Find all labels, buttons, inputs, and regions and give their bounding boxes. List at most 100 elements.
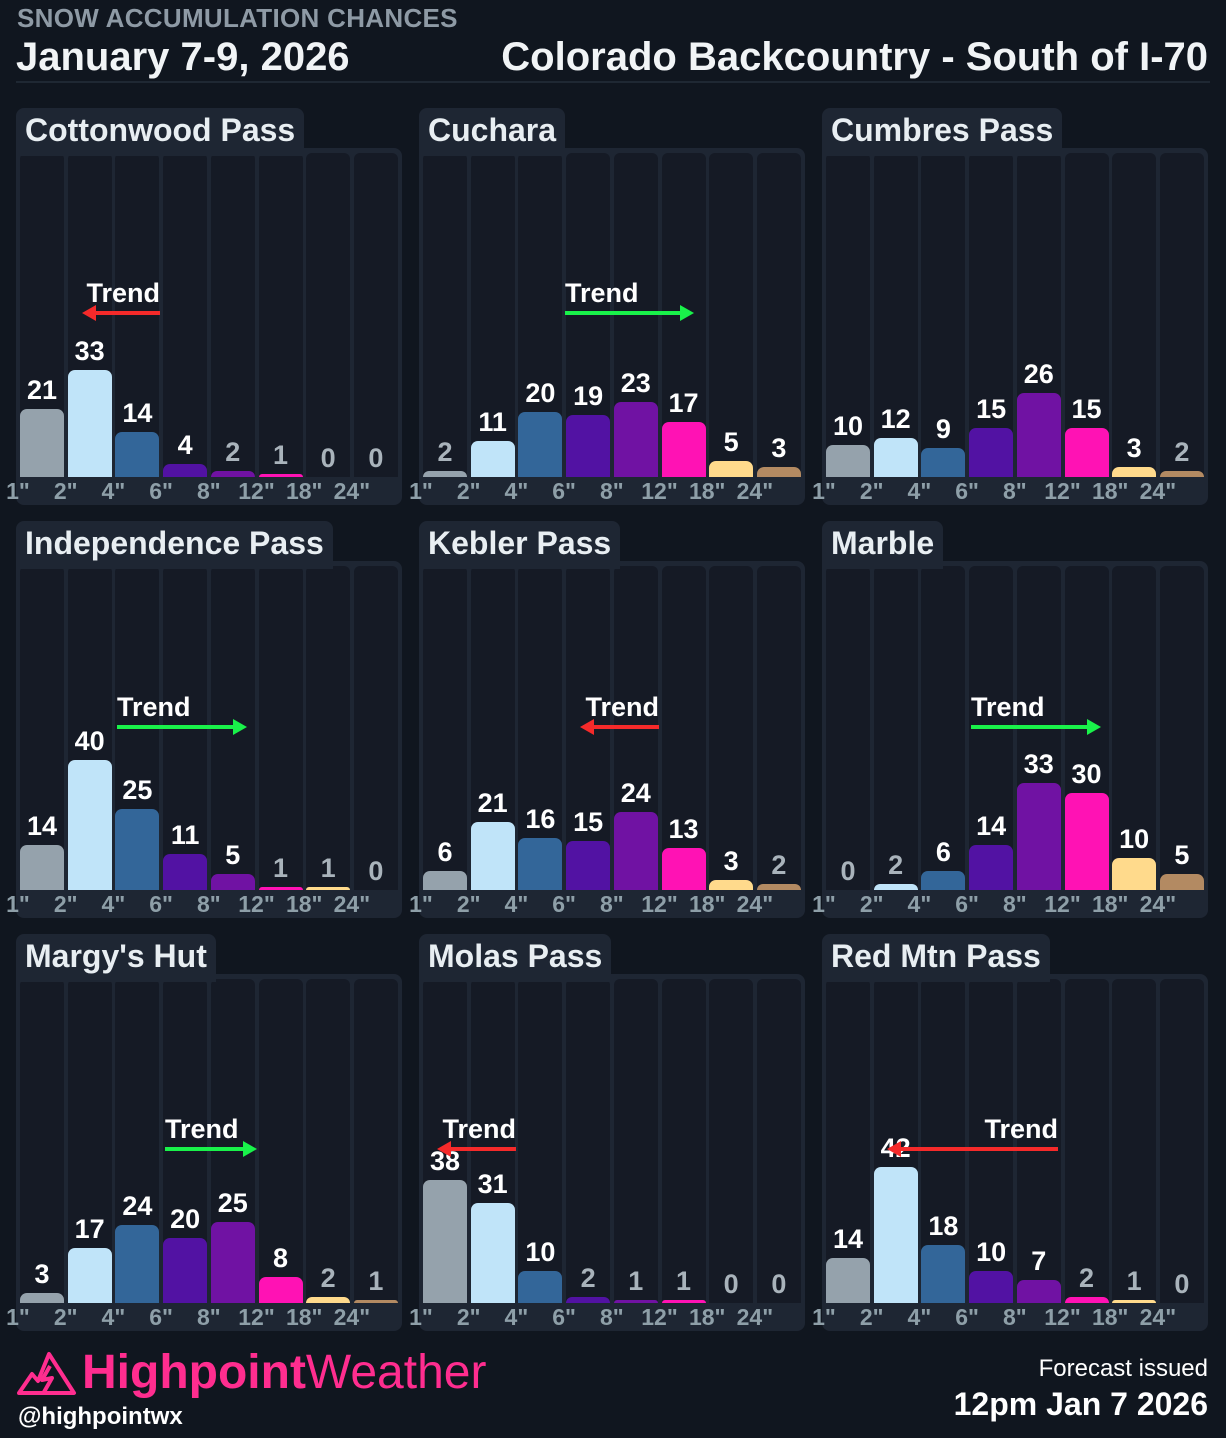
station-panel: 38 1" 31 2" 10 4" 2 6" 1 8" 1 12" 0 18" 0 24" Trend Molas… (409, 934, 805, 1331)
data-label: 21 (477, 787, 508, 818)
x-tick-label: 1" (6, 1304, 30, 1330)
trend-indicator: Trend (165, 1114, 257, 1157)
bin-column (661, 566, 706, 890)
x-tick-label: 6" (149, 1304, 173, 1330)
x-tick-label: 24" (1139, 891, 1177, 917)
x-tick-label: 8" (196, 478, 221, 504)
bar (613, 402, 658, 477)
bar (873, 438, 918, 477)
bar (1016, 783, 1061, 890)
bin-column (566, 979, 611, 1303)
data-label: 20 (525, 378, 556, 409)
trend-label: Trend (984, 1114, 1058, 1144)
bar (306, 886, 351, 890)
data-label: 21 (26, 374, 58, 405)
data-label: 1 (272, 852, 289, 883)
station-panel: 6 1" 21 2" 16 4" 15 6" 24 8" 13 12" 3 18" 2 24" Trend Keb… (409, 521, 805, 918)
bin-column (258, 979, 303, 1303)
bar (115, 431, 160, 477)
bar (613, 1299, 658, 1303)
trend-indicator: Trend (82, 278, 160, 321)
data-label: 1 (675, 1265, 692, 1296)
logo-text-bold: Highpoint (82, 1346, 306, 1399)
data-label: 0 (840, 856, 856, 886)
bar (470, 821, 515, 890)
bin-column (306, 979, 351, 1303)
bar (1159, 873, 1204, 890)
x-tick-label: 8" (196, 891, 221, 917)
trend-indicator: Trend (565, 278, 694, 321)
data-label: 25 (217, 1188, 248, 1218)
bar (210, 1222, 255, 1303)
data-label: 26 (1023, 358, 1054, 389)
x-tick-label: 18" (688, 1304, 726, 1330)
data-label: 25 (122, 775, 153, 805)
bin-column (306, 153, 351, 477)
bar (1016, 392, 1061, 477)
bar (756, 467, 801, 477)
bar (1112, 1299, 1157, 1303)
x-tick-label: 24" (333, 478, 371, 504)
arrow-head (680, 305, 694, 321)
data-label: 10 (525, 1236, 556, 1267)
data-label: 24 (122, 1191, 153, 1222)
bin-column (1064, 979, 1109, 1303)
x-tick-label: 4" (504, 478, 529, 504)
bar (20, 408, 64, 477)
data-label: 3 (1126, 433, 1142, 464)
trend-indicator: Trend (887, 1114, 1058, 1157)
bin-column (353, 566, 398, 890)
bar (709, 880, 754, 890)
trend-label: Trend (86, 278, 160, 308)
x-tick-label: 6" (552, 1304, 576, 1330)
data-label: 6 (935, 836, 951, 867)
data-label: 31 (477, 1168, 508, 1199)
bar (163, 1238, 208, 1303)
arrow-right-icon (117, 725, 235, 729)
x-tick-label: 1" (812, 478, 836, 504)
x-tick-label: 2" (53, 1304, 78, 1330)
arrow-head (1087, 719, 1101, 735)
bar (969, 844, 1014, 890)
data-label: 0 (1174, 1269, 1190, 1299)
trend-label: Trend (971, 692, 1045, 722)
x-tick-label: 18" (688, 891, 726, 917)
data-label: 3 (34, 1259, 50, 1290)
bin-column (20, 566, 64, 890)
issued-label: Forecast issued (1038, 1355, 1208, 1382)
bar (470, 441, 515, 477)
bar (921, 447, 966, 477)
bar (1159, 470, 1204, 477)
x-tick-label: 6" (955, 1304, 979, 1330)
data-label: 10 (832, 410, 864, 441)
data-label: 4 (177, 430, 193, 461)
x-tick-label: 12" (238, 1304, 275, 1330)
x-tick-label: 24" (736, 478, 774, 504)
arrow-left-icon (94, 311, 160, 315)
data-label: 17 (668, 387, 699, 418)
data-label: 2 (771, 849, 787, 880)
bar (613, 812, 658, 890)
x-tick-label: 2" (456, 478, 481, 504)
data-label: 2 (1174, 436, 1190, 467)
bar (258, 473, 303, 477)
station-panel: 3 1" 17 2" 24 4" 20 6" 25 8" 8 12" 2 18" 1 24" Trend Marg… (6, 934, 402, 1331)
data-label: 30 (1071, 758, 1102, 789)
data-label: 24 (620, 778, 651, 809)
station-panel: 2 1" 11 2" 20 4" 19 6" 23 8" 17 12" 5 18" 3 24" Trend Cuc… (409, 108, 805, 505)
data-label: 18 (928, 1210, 959, 1241)
x-tick-label: 6" (552, 891, 576, 917)
data-label: 10 (1119, 823, 1150, 854)
trend-label: Trend (585, 692, 659, 722)
x-tick-label: 4" (504, 891, 529, 917)
bar (1016, 1280, 1061, 1303)
arrow-head (82, 305, 96, 321)
bar (921, 1244, 966, 1303)
station-name: Marble (822, 521, 944, 569)
arrow-left-icon (899, 1147, 1058, 1151)
data-label: 5 (723, 426, 739, 457)
bar (921, 870, 966, 890)
bar (470, 1202, 515, 1303)
bar (566, 415, 611, 477)
bin-column (756, 979, 801, 1303)
